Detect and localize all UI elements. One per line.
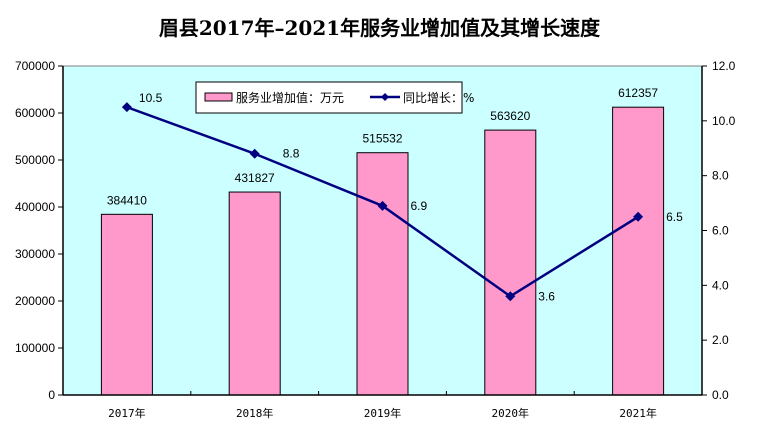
y-right-tick-label: 12.0 bbox=[712, 59, 736, 73]
bar-2021年 bbox=[612, 106, 665, 396]
y-left-tick-label: 200000 bbox=[15, 294, 55, 308]
data-labels: 384410 431827 515532 563620 612357 10.5 8.8 6.9… bbox=[107, 86, 683, 303]
legend: 服务业增加值：万元 同比增长：% bbox=[195, 81, 474, 114]
y-left-tick-label: 500000 bbox=[15, 153, 55, 167]
bar-value-label: 515532 bbox=[362, 132, 402, 146]
y-left-tick-label: 100000 bbox=[15, 341, 55, 355]
y-left-tick-label: 600000 bbox=[15, 106, 55, 120]
line-marker-2019年 bbox=[377, 200, 388, 211]
bar-2019年 bbox=[356, 152, 409, 396]
line-marker-2018年 bbox=[249, 148, 260, 159]
line-value-label: 8.8 bbox=[283, 147, 300, 161]
line-marker-2021年 bbox=[633, 211, 644, 222]
line-marker-2017年 bbox=[121, 102, 132, 113]
x-tick-label: 2021年 bbox=[619, 406, 657, 420]
bar-value-label: 431827 bbox=[235, 171, 275, 185]
chart-title: 眉县2017年–2021年服务业增加值及其增长速度 bbox=[158, 16, 601, 40]
y-right-tick-label: 10.0 bbox=[712, 114, 736, 128]
bar-series bbox=[100, 106, 665, 396]
legend-line-label: 同比增长：% bbox=[403, 91, 474, 105]
line-marker-2020年 bbox=[505, 291, 516, 302]
bar-2018年 bbox=[228, 191, 281, 396]
y-right-tick-label: 4.0 bbox=[712, 278, 729, 292]
legend-bar-swatch bbox=[204, 92, 233, 102]
bar-value-label: 563620 bbox=[490, 109, 530, 123]
legend-box bbox=[195, 81, 463, 114]
bar-value-label: 612357 bbox=[618, 86, 658, 100]
x-tick-label: 2018年 bbox=[236, 406, 274, 420]
line-value-label: 6.9 bbox=[411, 199, 428, 213]
legend-line-marker bbox=[381, 93, 389, 101]
line-value-label: 6.5 bbox=[666, 210, 683, 224]
y-left-tick-label: 0 bbox=[48, 388, 55, 402]
y-left-tick-label: 400000 bbox=[15, 200, 55, 214]
axes: 0 100000 200000 300000 400000 500000 600000 700… bbox=[15, 59, 736, 420]
line-value-label: 10.5 bbox=[139, 91, 163, 105]
x-tick-label: 2019年 bbox=[364, 406, 402, 420]
bar-2017年 bbox=[100, 213, 153, 396]
bar-value-label: 384410 bbox=[107, 193, 147, 207]
bar-2020年 bbox=[484, 129, 537, 396]
x-tick-label: 2017年 bbox=[108, 406, 146, 420]
legend-bar-label: 服务业增加值：万元 bbox=[236, 90, 344, 105]
x-tick-label: 2020年 bbox=[492, 406, 530, 420]
y-left-tick-label: 300000 bbox=[15, 247, 55, 261]
y-right-tick-label: 0.0 bbox=[712, 388, 729, 402]
line-value-label: 3.6 bbox=[538, 289, 555, 303]
y-right-tick-label: 8.0 bbox=[712, 169, 729, 183]
line-series bbox=[121, 102, 644, 302]
y-right-tick-label: 2.0 bbox=[712, 333, 729, 347]
y-left-tick-label: 700000 bbox=[15, 59, 55, 73]
y-right-tick-label: 6.0 bbox=[712, 224, 729, 238]
